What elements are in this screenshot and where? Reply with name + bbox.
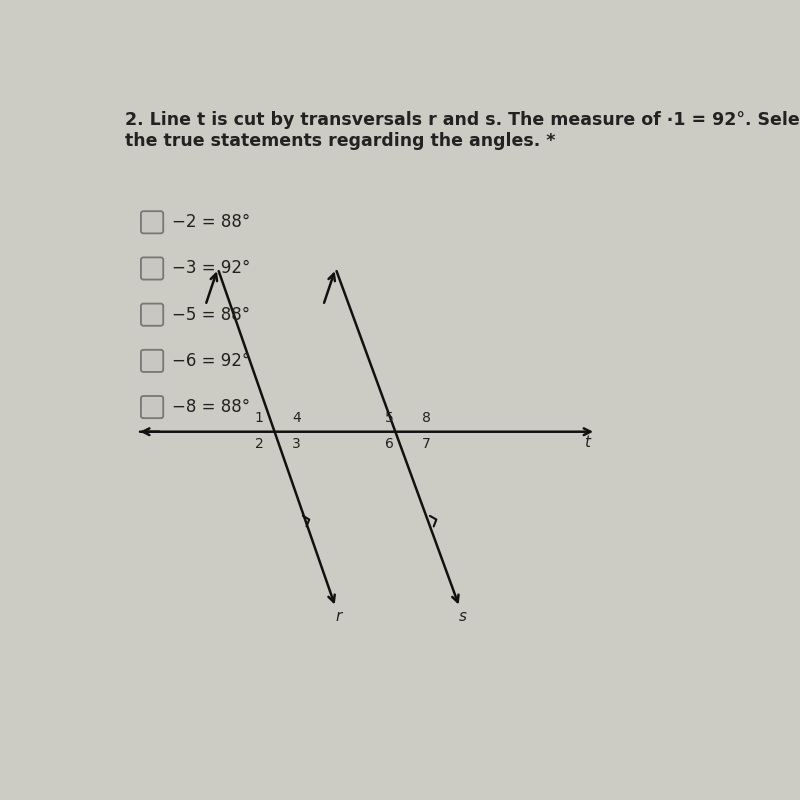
FancyBboxPatch shape xyxy=(141,211,163,234)
Text: 4: 4 xyxy=(292,410,301,425)
Text: 2: 2 xyxy=(255,437,264,451)
Text: 2. Line t is cut by transversals r and s. The measure of ∙1 = 92°. Select ALL: 2. Line t is cut by transversals r and s… xyxy=(125,111,800,130)
Text: 7: 7 xyxy=(422,437,431,451)
Text: −3 = 92°: −3 = 92° xyxy=(172,259,250,278)
Text: t: t xyxy=(584,434,590,450)
Text: 6: 6 xyxy=(385,437,394,451)
Text: 3: 3 xyxy=(292,437,301,451)
Text: 5: 5 xyxy=(385,410,394,425)
FancyBboxPatch shape xyxy=(141,258,163,279)
Text: −5 = 88°: −5 = 88° xyxy=(172,306,250,324)
Text: s: s xyxy=(458,609,466,624)
Text: −2 = 88°: −2 = 88° xyxy=(172,214,250,231)
FancyBboxPatch shape xyxy=(141,396,163,418)
FancyBboxPatch shape xyxy=(141,303,163,326)
Text: 1: 1 xyxy=(255,410,264,425)
Text: the true statements regarding the angles. *: the true statements regarding the angles… xyxy=(125,132,555,150)
Text: r: r xyxy=(335,609,342,624)
FancyBboxPatch shape xyxy=(141,350,163,372)
Text: 8: 8 xyxy=(422,410,431,425)
Text: −6 = 92°: −6 = 92° xyxy=(172,352,250,370)
Text: −8 = 88°: −8 = 88° xyxy=(172,398,250,416)
